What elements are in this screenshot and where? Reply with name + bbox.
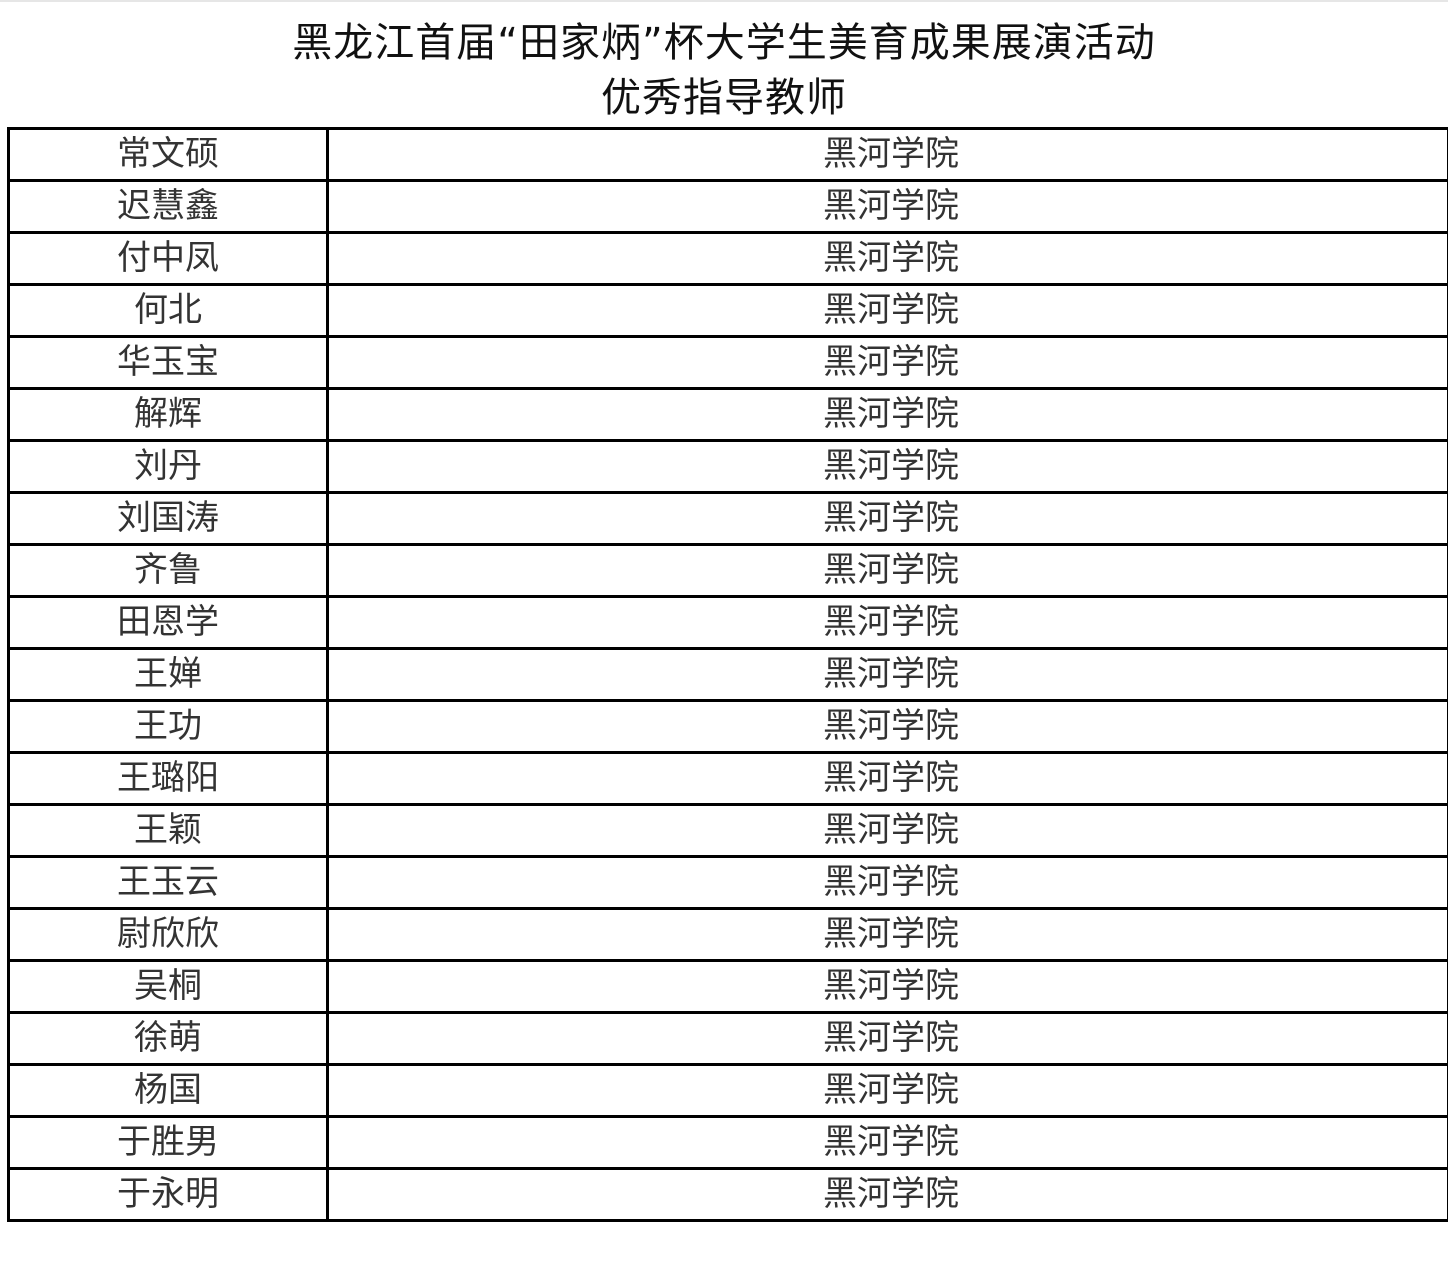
table-row: 尉欣欣 黑河学院: [7, 907, 1448, 962]
school-cell: 黑河学院: [326, 855, 1448, 910]
school-cell: 黑河学院: [326, 751, 1448, 806]
document-title: 黑龙江首届“田家炳”杯大学生美育成果展演活动: [292, 20, 1156, 66]
teacher-name-cell: 杨国: [7, 1063, 329, 1118]
school-cell: 黑河学院: [326, 803, 1448, 858]
teacher-name-cell: 何北: [7, 283, 329, 338]
table-row: 徐萌 黑河学院: [7, 1011, 1448, 1066]
table-row: 王玉云 黑河学院: [7, 855, 1448, 910]
teacher-name-cell: 齐鲁: [7, 543, 329, 598]
teacher-name-cell: 田恩学: [7, 595, 329, 650]
table-row: 王颖 黑河学院: [7, 803, 1448, 858]
school-cell: 黑河学院: [326, 647, 1448, 702]
school-cell: 黑河学院: [326, 595, 1448, 650]
school-cell: 黑河学院: [326, 491, 1448, 546]
school-cell: 黑河学院: [326, 179, 1448, 234]
table-row: 常文硕 黑河学院: [7, 127, 1448, 182]
table-row: 迟慧鑫 黑河学院: [7, 179, 1448, 234]
table-row: 于永明 黑河学院: [7, 1167, 1448, 1222]
teacher-name-cell: 迟慧鑫: [7, 179, 329, 234]
teacher-name-cell: 华玉宝: [7, 335, 329, 390]
teacher-name-cell: 刘国涛: [7, 491, 329, 546]
table-row: 刘丹 黑河学院: [7, 439, 1448, 494]
school-cell: 黑河学院: [326, 959, 1448, 1014]
table-row: 王功 黑河学院: [7, 699, 1448, 754]
table-row: 吴桐 黑河学院: [7, 959, 1448, 1014]
teacher-name-cell: 刘丹: [7, 439, 329, 494]
teacher-name-cell: 于永明: [7, 1167, 329, 1222]
teacher-name-cell: 王玉云: [7, 855, 329, 910]
teacher-name-cell: 于胜男: [7, 1115, 329, 1170]
teacher-name-cell: 王颖: [7, 803, 329, 858]
top-divider: [0, 0, 1448, 2]
table-row: 何北 黑河学院: [7, 283, 1448, 338]
teacher-name-cell: 付中凤: [7, 231, 329, 286]
table-row: 王婵 黑河学院: [7, 647, 1448, 702]
table-row: 刘国涛 黑河学院: [7, 491, 1448, 546]
school-cell: 黑河学院: [326, 1063, 1448, 1118]
school-cell: 黑河学院: [326, 1167, 1448, 1222]
teacher-table: 常文硕 黑河学院 迟慧鑫 黑河学院 付中凤 黑河学院 何北 黑河学院 华玉宝 黑河学院 解辉 黑河学院…: [7, 127, 1448, 1222]
school-cell: 黑河学院: [326, 1115, 1448, 1170]
school-cell: 黑河学院: [326, 387, 1448, 442]
school-cell: 黑河学院: [326, 335, 1448, 390]
table-row: 齐鲁 黑河学院: [7, 543, 1448, 598]
table-row: 田恩学 黑河学院: [7, 595, 1448, 650]
table-row: 华玉宝 黑河学院: [7, 335, 1448, 390]
teacher-name-cell: 解辉: [7, 387, 329, 442]
school-cell: 黑河学院: [326, 439, 1448, 494]
school-cell: 黑河学院: [326, 231, 1448, 286]
teacher-name-cell: 尉欣欣: [7, 907, 329, 962]
teacher-name-cell: 王功: [7, 699, 329, 754]
school-cell: 黑河学院: [326, 283, 1448, 338]
school-cell: 黑河学院: [326, 127, 1448, 182]
school-cell: 黑河学院: [326, 1011, 1448, 1066]
teacher-name-cell: 徐萌: [7, 1011, 329, 1066]
teacher-name-cell: 吴桐: [7, 959, 329, 1014]
table-row: 解辉 黑河学院: [7, 387, 1448, 442]
school-cell: 黑河学院: [326, 907, 1448, 962]
teacher-name-cell: 常文硕: [7, 127, 329, 182]
table-row: 付中凤 黑河学院: [7, 231, 1448, 286]
teacher-name-cell: 王璐阳: [7, 751, 329, 806]
table-row: 于胜男 黑河学院: [7, 1115, 1448, 1170]
teacher-name-cell: 王婵: [7, 647, 329, 702]
table-row: 杨国 黑河学院: [7, 1063, 1448, 1118]
table-row: 王璐阳 黑河学院: [7, 751, 1448, 806]
document-subtitle: 优秀指导教师: [601, 75, 847, 121]
school-cell: 黑河学院: [326, 699, 1448, 754]
school-cell: 黑河学院: [326, 543, 1448, 598]
